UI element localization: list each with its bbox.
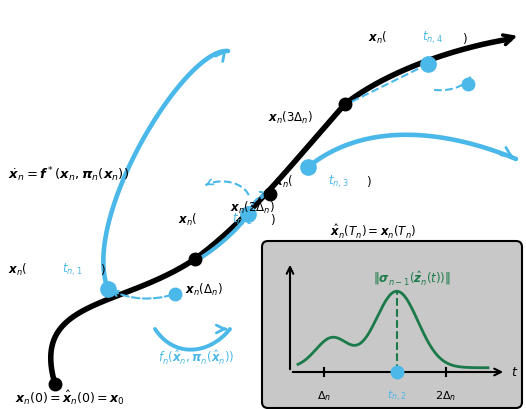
Text: $t$: $t$	[511, 366, 518, 379]
Text: $\boldsymbol{x}_n(3\Delta_n)$: $\boldsymbol{x}_n(3\Delta_n)$	[268, 110, 313, 126]
Text: $t_{n,3}$: $t_{n,3}$	[328, 173, 349, 190]
Text: $\boldsymbol{x}_n($: $\boldsymbol{x}_n($	[8, 261, 27, 277]
Text: $)$: $)$	[270, 212, 276, 227]
Text: $\boldsymbol{x}_n($: $\boldsymbol{x}_n($	[274, 173, 294, 190]
Text: $\Delta_n$: $\Delta_n$	[317, 388, 331, 402]
Polygon shape	[195, 209, 250, 261]
FancyBboxPatch shape	[262, 241, 522, 408]
Text: $\boldsymbol{x}_n(2\Delta_n)$: $\boldsymbol{x}_n(2\Delta_n)$	[230, 200, 275, 216]
Text: $)$: $)$	[100, 262, 106, 277]
Text: $\hat{\boldsymbol{x}}_n(T_n) = \boldsymbol{x}_n(T_n)$: $\hat{\boldsymbol{x}}_n(T_n) = \boldsymb…	[330, 222, 416, 240]
Text: $)$: $)$	[366, 174, 371, 189]
Text: $\boldsymbol{x}_n($: $\boldsymbol{x}_n($	[368, 30, 387, 46]
Text: $t_{n,2}$: $t_{n,2}$	[387, 388, 407, 403]
Text: $\|\boldsymbol{\sigma}_{n-1}(\hat{\boldsymbol{z}}_n(t))\|$: $\|\boldsymbol{\sigma}_{n-1}(\hat{\bolds…	[373, 268, 451, 286]
Text: $\dot{\boldsymbol{x}}_n = \boldsymbol{f}^*(\boldsymbol{x}_n, \boldsymbol{\pi}_n(: $\dot{\boldsymbol{x}}_n = \boldsymbol{f}…	[8, 165, 129, 184]
Text: $\boldsymbol{x}_n(\Delta_n)$: $\boldsymbol{x}_n(\Delta_n)$	[185, 281, 222, 297]
Text: $\boldsymbol{x}_n(0) = \hat{\boldsymbol{x}}_n(0) = \boldsymbol{x}_0$: $\boldsymbol{x}_n(0) = \hat{\boldsymbol{…	[15, 388, 125, 406]
Text: $f_n(\hat{\boldsymbol{x}}_n, \boldsymbol{\pi}_n(\hat{\boldsymbol{x}}_n))$: $f_n(\hat{\boldsymbol{x}}_n, \boldsymbol…	[158, 348, 235, 366]
Text: $t_{n,2}$: $t_{n,2}$	[232, 211, 252, 228]
Text: $t_{n,4}$: $t_{n,4}$	[422, 30, 443, 46]
Text: $t_{n,1}$: $t_{n,1}$	[62, 261, 83, 278]
Text: $\boldsymbol{x}_n($: $\boldsymbol{x}_n($	[178, 211, 197, 227]
Text: $)$: $)$	[462, 30, 468, 45]
Text: $2\Delta_n$: $2\Delta_n$	[435, 388, 457, 402]
